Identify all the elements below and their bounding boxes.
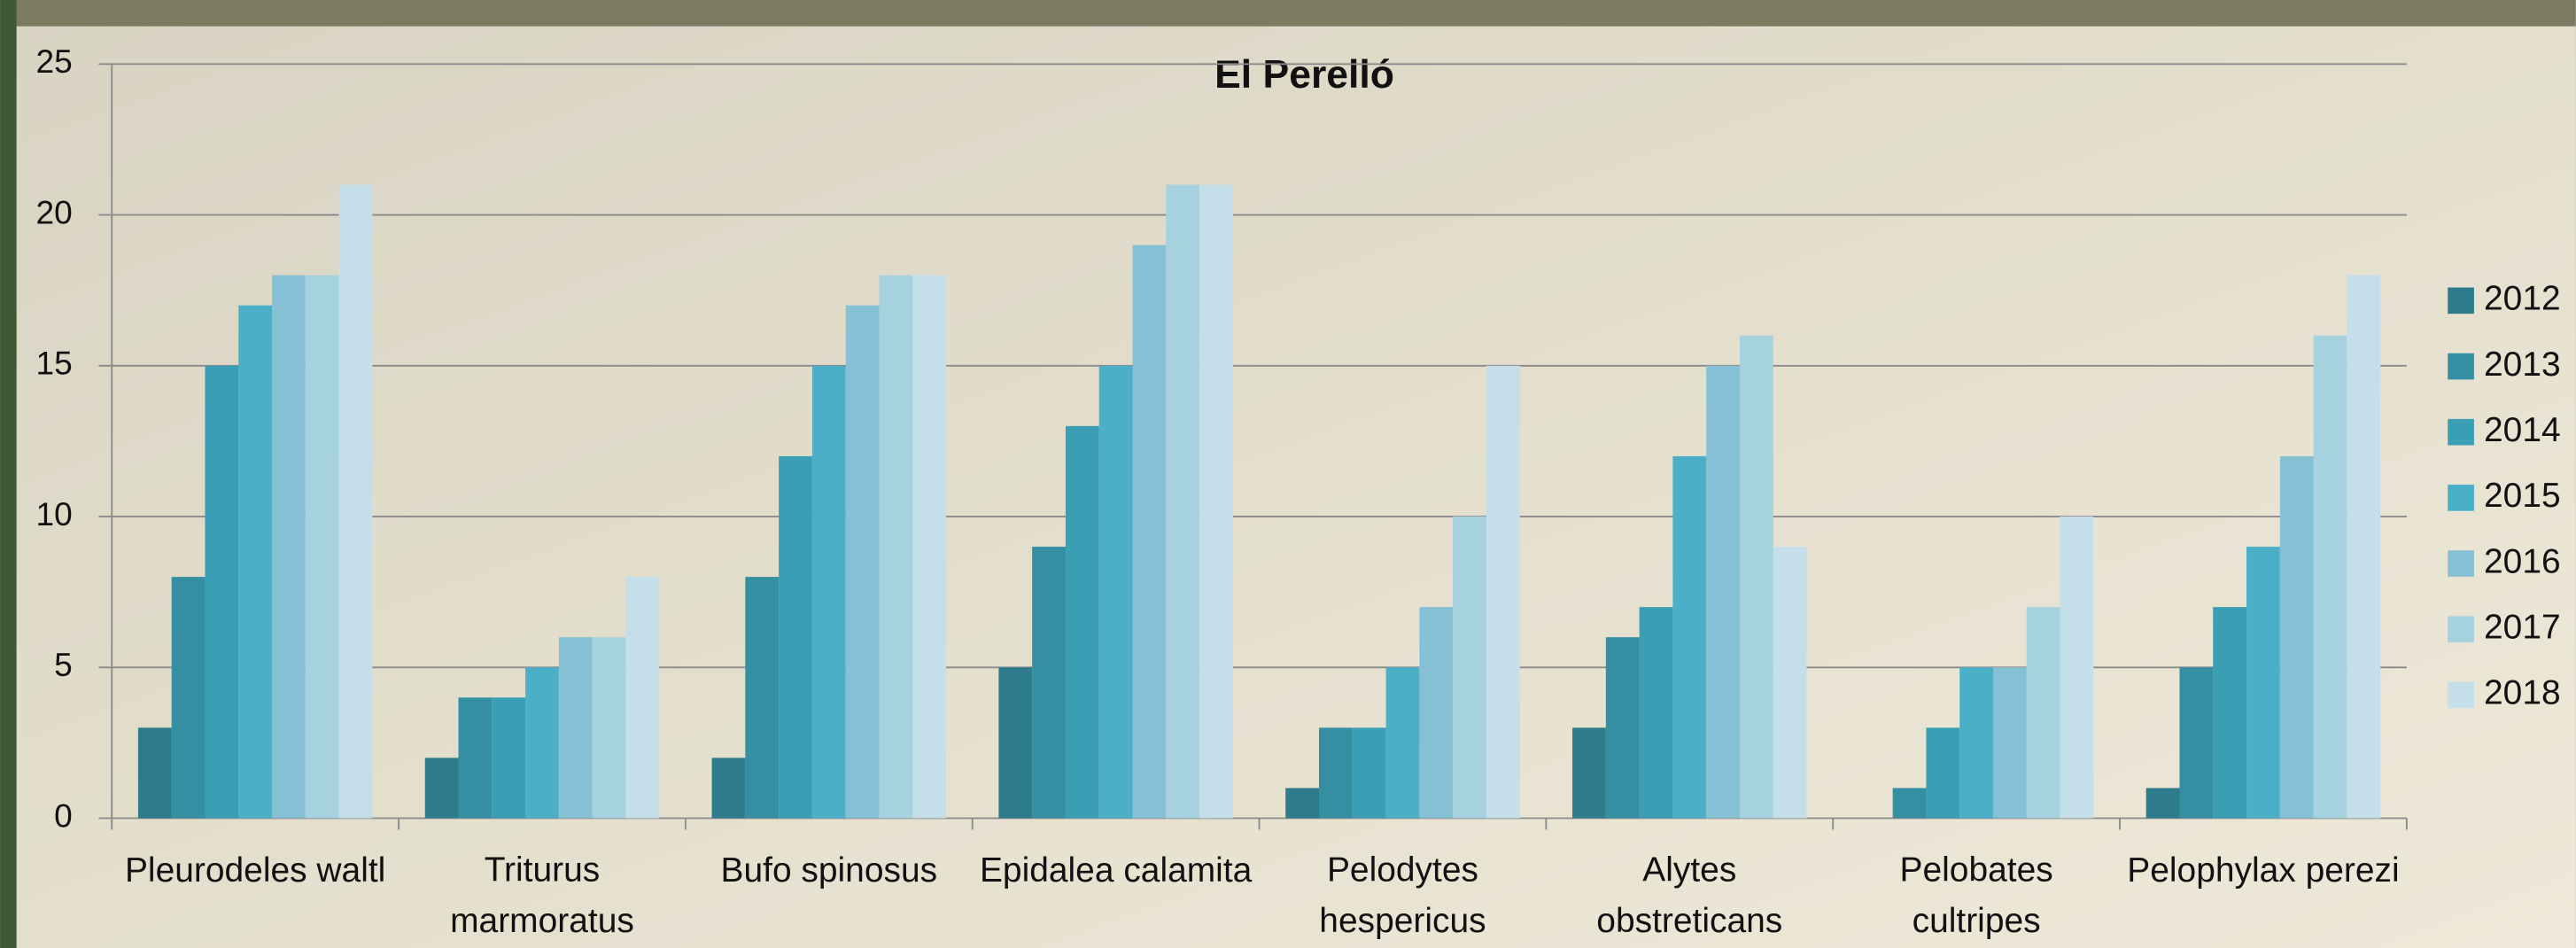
bar: [425, 758, 459, 818]
bar: [879, 276, 912, 819]
bar: [625, 577, 659, 818]
x-tick-label: Pleurodeles waltl: [125, 851, 385, 890]
legend-label: 2014: [2484, 411, 2561, 449]
bar: [459, 697, 493, 818]
legend-label: 2018: [2484, 674, 2561, 712]
legend-swatch: [2448, 616, 2474, 642]
bar: [745, 577, 779, 818]
bar: [138, 727, 172, 818]
y-tick-label: 5: [54, 646, 73, 683]
legend-label: 2016: [2484, 542, 2561, 580]
bar: [1740, 336, 1773, 819]
legend-label: 2012: [2484, 280, 2561, 318]
bar: [812, 366, 846, 819]
bar: [998, 667, 1032, 818]
bar: [272, 276, 306, 819]
bar: [1572, 727, 1606, 818]
bar: [1926, 727, 1959, 818]
y-tick-label: 25: [35, 43, 72, 80]
bar: [1032, 547, 1066, 818]
bar: [2314, 336, 2347, 819]
bar: [712, 758, 746, 818]
chart: El Perelló 0510152025Pleurodeles waltlTr…: [0, 0, 2576, 948]
bar: [1386, 667, 1420, 818]
legend-label: 2013: [2484, 346, 2561, 384]
legend-swatch: [2448, 419, 2474, 446]
bar: [1199, 185, 1233, 819]
x-tick-label: Pelophylax perezi: [2127, 851, 2399, 890]
photo-edge: [0, 0, 17, 948]
bar: [2179, 667, 2213, 818]
x-tick-label: Epidalea calamita: [980, 851, 1253, 890]
bar: [1099, 366, 1133, 819]
bar: [2146, 788, 2180, 818]
bar: [238, 306, 272, 819]
bar: [2246, 547, 2280, 818]
y-tick-label: 15: [35, 345, 72, 382]
legend-swatch: [2448, 354, 2474, 380]
bar: [912, 276, 946, 819]
bar: [1419, 607, 1453, 818]
legend-swatch: [2448, 288, 2474, 315]
y-tick-label: 0: [54, 796, 73, 834]
bar: [779, 456, 812, 819]
bar: [1706, 366, 1740, 819]
bar: [846, 306, 880, 819]
bar: [1353, 727, 1386, 818]
bar: [1285, 788, 1319, 818]
bar: [492, 697, 525, 818]
bar: [1066, 426, 1099, 819]
bar: [2027, 607, 2060, 818]
legend-swatch: [2448, 682, 2474, 709]
bar: [1453, 517, 1486, 818]
bar: [306, 276, 339, 819]
y-tick-label: 20: [35, 193, 72, 230]
bar: [1773, 547, 1807, 818]
bar: [1893, 788, 1927, 818]
legend-label: 2017: [2484, 609, 2561, 647]
bar: [1319, 727, 1353, 818]
bar: [172, 577, 206, 818]
bar: [2280, 456, 2314, 819]
legend-swatch: [2448, 485, 2474, 511]
bar: [205, 366, 238, 819]
bar: [1959, 667, 1993, 818]
chart-title: El Perelló: [1214, 53, 1394, 97]
bar: [1166, 185, 1199, 819]
bar: [1993, 667, 2027, 818]
bar: [1486, 366, 1520, 819]
x-tick-label: Bufo spinosus: [721, 851, 938, 890]
bar: [2060, 517, 2094, 818]
bar: [1606, 637, 1640, 818]
bar: [1640, 607, 1673, 818]
bar: [339, 185, 373, 819]
bar: [2347, 276, 2380, 819]
y-tick-label: 10: [35, 495, 72, 532]
page: {"chart_data": {"type": "bar", "title": …: [0, 0, 2576, 948]
bar: [1672, 456, 1706, 819]
legend-label: 2015: [2484, 477, 2561, 515]
bar: [559, 637, 593, 818]
bar: [593, 637, 626, 818]
bar: [525, 667, 559, 818]
bar: [2213, 607, 2246, 818]
bar: [1133, 245, 1167, 819]
legend-swatch: [2448, 550, 2474, 577]
